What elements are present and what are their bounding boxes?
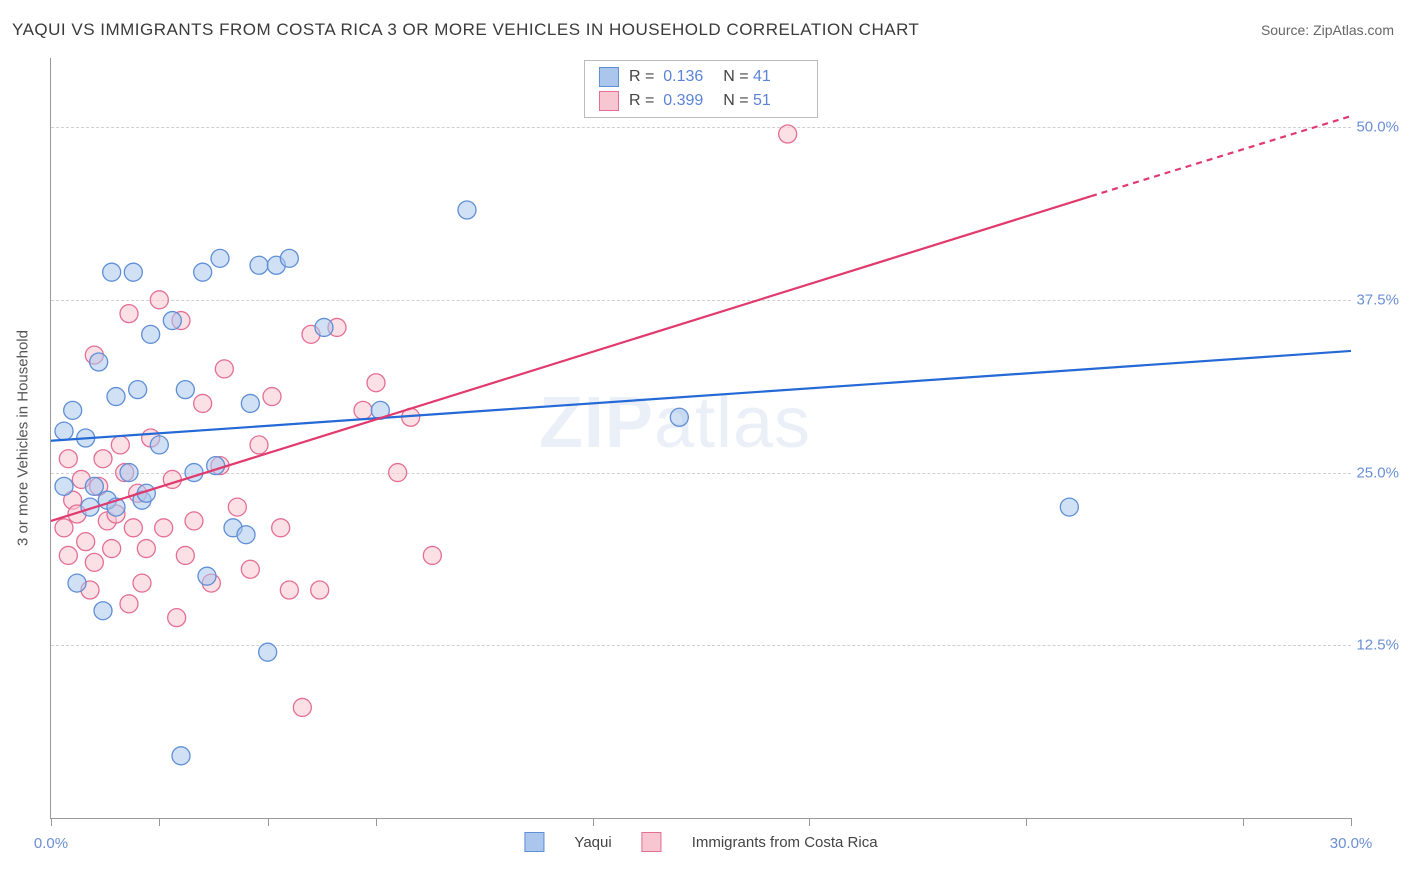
data-point <box>176 546 194 564</box>
legend-label-yaqui: Yaqui <box>574 834 611 851</box>
data-point <box>163 312 181 330</box>
data-point <box>124 263 142 281</box>
trend-line <box>1091 116 1351 196</box>
data-point <box>670 408 688 426</box>
legend: Yaqui Immigrants from Costa Rica <box>524 832 877 852</box>
data-point <box>354 401 372 419</box>
data-point <box>55 519 73 537</box>
data-point <box>133 574 151 592</box>
data-point <box>280 249 298 267</box>
x-tick-label: 30.0% <box>1330 835 1373 852</box>
legend-swatch-yaqui <box>524 832 544 852</box>
x-tick <box>1026 818 1027 826</box>
data-point <box>1060 498 1078 516</box>
data-point <box>55 477 73 495</box>
source-label: Source: ZipAtlas.com <box>1261 22 1394 38</box>
data-point <box>85 477 103 495</box>
data-point <box>458 201 476 219</box>
data-point <box>176 381 194 399</box>
data-point <box>150 436 168 454</box>
data-point <box>263 388 281 406</box>
data-point <box>94 450 112 468</box>
data-point <box>103 263 121 281</box>
data-point <box>185 512 203 530</box>
data-point <box>124 519 142 537</box>
data-point <box>293 698 311 716</box>
x-tick <box>268 818 269 826</box>
data-point <box>779 125 797 143</box>
x-tick <box>51 818 52 826</box>
legend-swatch-costarica <box>642 832 662 852</box>
data-point <box>107 388 125 406</box>
data-point <box>367 374 385 392</box>
data-point <box>137 540 155 558</box>
data-point <box>155 519 173 537</box>
data-point <box>59 450 77 468</box>
data-point <box>211 249 229 267</box>
data-point <box>168 609 186 627</box>
data-point <box>85 553 103 571</box>
data-point <box>77 533 95 551</box>
stats-row-costarica: R = 0.399 N = 51 <box>599 89 803 113</box>
x-tick <box>159 818 160 826</box>
x-tick <box>1243 818 1244 826</box>
x-tick <box>593 818 594 826</box>
y-axis-label: 3 or more Vehicles in Household <box>15 330 32 546</box>
x-tick <box>1351 818 1352 826</box>
data-point <box>150 291 168 309</box>
x-tick <box>376 818 377 826</box>
data-point <box>120 595 138 613</box>
trend-line <box>51 196 1091 521</box>
data-point <box>194 394 212 412</box>
y-tick-label: 37.5% <box>1356 291 1399 308</box>
data-point <box>389 464 407 482</box>
data-point <box>94 602 112 620</box>
y-tick-label: 12.5% <box>1356 637 1399 654</box>
data-point <box>250 256 268 274</box>
data-point <box>103 540 121 558</box>
data-point <box>250 436 268 454</box>
correlation-stats-box: R = 0.136 N = 41 R = 0.399 N = 51 <box>584 60 818 118</box>
data-point <box>120 464 138 482</box>
data-point <box>59 546 77 564</box>
data-point <box>111 436 129 454</box>
x-tick-label: 0.0% <box>34 835 68 852</box>
data-point <box>194 263 212 281</box>
y-tick-label: 50.0% <box>1356 119 1399 136</box>
swatch-yaqui <box>599 67 619 87</box>
data-point <box>142 325 160 343</box>
stats-row-yaqui: R = 0.136 N = 41 <box>599 65 803 89</box>
data-point <box>315 318 333 336</box>
data-point <box>120 305 138 323</box>
data-point <box>215 360 233 378</box>
data-point <box>129 381 147 399</box>
data-point <box>237 526 255 544</box>
data-point <box>90 353 108 371</box>
data-point <box>280 581 298 599</box>
legend-label-costarica: Immigrants from Costa Rica <box>692 834 878 851</box>
data-point <box>68 574 86 592</box>
x-tick <box>809 818 810 826</box>
y-tick-label: 25.0% <box>1356 464 1399 481</box>
data-point <box>423 546 441 564</box>
scatter-plot-svg <box>51 58 1351 818</box>
data-point <box>272 519 290 537</box>
swatch-costarica <box>599 91 619 111</box>
data-point <box>241 394 259 412</box>
data-point <box>259 643 277 661</box>
data-point <box>228 498 246 516</box>
data-point <box>311 581 329 599</box>
data-point <box>64 401 82 419</box>
data-point <box>241 560 259 578</box>
chart-plot-area: ZIPatlas 12.5%25.0%37.5%50.0% 0.0%30.0% … <box>50 58 1351 819</box>
data-point <box>172 747 190 765</box>
data-point <box>55 422 73 440</box>
data-point <box>198 567 216 585</box>
chart-title: YAQUI VS IMMIGRANTS FROM COSTA RICA 3 OR… <box>12 20 919 40</box>
